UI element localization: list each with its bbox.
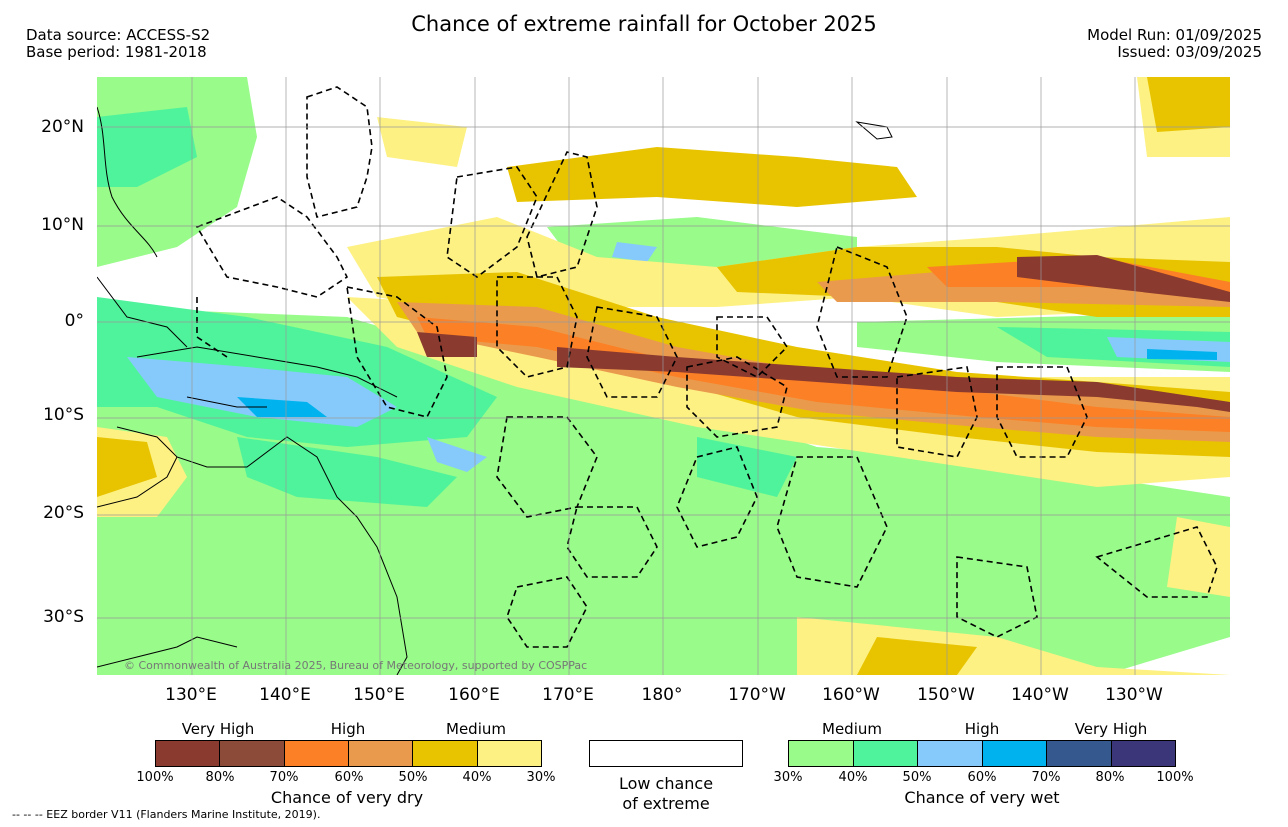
coastlines: [97, 106, 893, 675]
lon-label: 140°E: [259, 685, 311, 705]
wet-tick: 50%: [902, 770, 932, 785]
wet-colorbar: [788, 740, 1176, 767]
wet-tick: 30%: [773, 770, 803, 785]
lat-label: 20°S: [43, 503, 84, 523]
dry-tick: 100%: [136, 770, 174, 785]
wet-legend-title: Chance of very wet: [904, 788, 1060, 807]
lon-label: 150°E: [353, 685, 405, 705]
dry-category-label: Medium: [446, 720, 506, 738]
base-period-text: Base period: 1981-2018: [26, 43, 207, 61]
lon-label: 180°: [641, 685, 683, 705]
low-chance-line2: of extreme: [622, 794, 710, 813]
lon-label: 160°W: [822, 685, 880, 705]
dry-tick: 70%: [269, 770, 299, 785]
eez-borders: [195, 86, 1218, 648]
dry-swatch: [284, 741, 349, 766]
wet-tick: 60%: [967, 770, 997, 785]
dry-tick: 50%: [398, 770, 428, 785]
dry-legend-title: Chance of very dry: [270, 788, 424, 807]
wet-swatch: [789, 741, 854, 766]
wet-swatch: [982, 741, 1047, 766]
graticule: [97, 77, 1230, 675]
rainfall-map: [97, 77, 1230, 675]
dry-swatch: [477, 741, 541, 766]
wet-category-label: Very High: [1074, 720, 1148, 738]
dry-category-label: Very High: [181, 720, 255, 738]
dry-swatch: [156, 741, 221, 766]
low-chance-swatch: [589, 740, 743, 767]
wet-tick: 70%: [1031, 770, 1061, 785]
lon-label: 130°E: [165, 685, 217, 705]
lon-label: 160°E: [448, 685, 500, 705]
dry-tick: 30%: [526, 770, 556, 785]
dry-tick: 40%: [462, 770, 492, 785]
wet-swatch: [918, 741, 983, 766]
dry-tick: 60%: [334, 770, 364, 785]
low-chance-label: Low chance of extreme: [566, 774, 766, 814]
wet-tick: 100%: [1156, 770, 1194, 785]
wet-tick: 80%: [1095, 770, 1125, 785]
data-source-text: Data source: ACCESS-S2: [26, 26, 211, 44]
lat-label: 10°S: [43, 405, 84, 425]
wet-swatch: [853, 741, 918, 766]
wet-category-label: High: [964, 720, 1000, 738]
lat-label: 0°: [64, 311, 84, 331]
low-chance-line1: Low chance: [618, 774, 714, 793]
eez-footnote: -- -- -- EEZ border V11 (Flanders Marine…: [12, 808, 321, 821]
lon-label: 170°W: [728, 685, 786, 705]
map-title: Chance of extreme rainfall for October 2…: [411, 12, 877, 36]
wet-swatch: [1047, 741, 1112, 766]
wet-category-label: Medium: [822, 720, 882, 738]
dry-colorbar: [155, 740, 542, 767]
model-run-text: Model Run: 01/09/2025: [1087, 26, 1262, 44]
dry-tick: 80%: [205, 770, 235, 785]
lat-label: 20°N: [41, 117, 84, 137]
data-source-info: Data source: ACCESS-S2 Base period: 1981…: [26, 27, 210, 61]
dry-category-label: High: [330, 720, 366, 738]
lon-label: 170°E: [542, 685, 594, 705]
wet-swatch: [1111, 741, 1175, 766]
lat-label: 10°N: [41, 215, 84, 235]
dry-regions: [97, 77, 1230, 675]
lat-label: 30°S: [43, 607, 84, 627]
lon-label: 150°W: [917, 685, 975, 705]
dry-swatch: [413, 741, 478, 766]
lon-label: 130°W: [1105, 685, 1163, 705]
issued-text: Issued: 03/09/2025: [1117, 43, 1262, 61]
lon-label: 140°W: [1011, 685, 1069, 705]
dry-swatch: [220, 741, 285, 766]
wet-tick: 40%: [838, 770, 868, 785]
dry-swatch: [348, 741, 414, 766]
copyright-credit: © Commonwealth of Australia 2025, Bureau…: [124, 659, 588, 672]
model-run-info: Model Run: 01/09/2025 Issued: 03/09/2025: [1087, 27, 1262, 61]
